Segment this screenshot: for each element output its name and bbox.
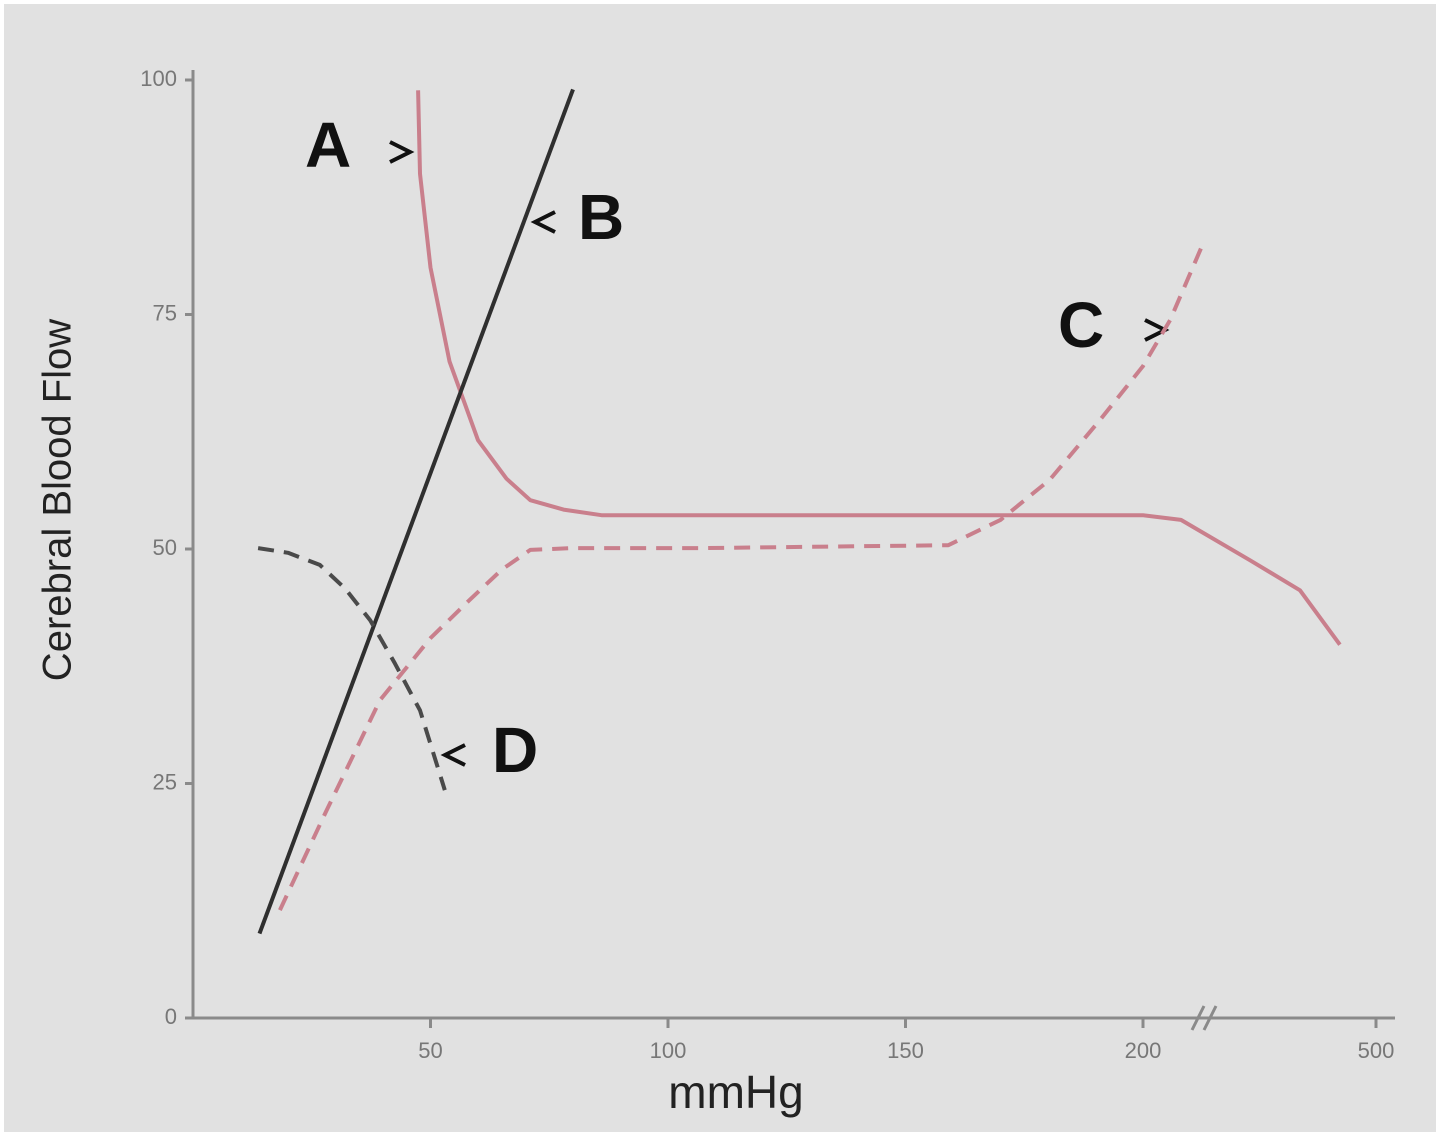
annotation-arrow (440, 743, 466, 767)
y-tick-label: 100 (140, 66, 177, 91)
x-tick-label: 200 (1125, 1038, 1162, 1063)
annotation-label: C (1058, 289, 1104, 361)
annotation-arrow (389, 140, 415, 164)
chart-background (4, 4, 1436, 1132)
annotation-label: A (305, 109, 351, 181)
line-series (278, 238, 1207, 911)
annotation-label: D (492, 714, 538, 786)
x-tick-label: 500 (1358, 1038, 1395, 1063)
y-tick-label: 25 (153, 769, 177, 794)
axis-break (1190, 1005, 1218, 1031)
y-tick-label: 50 (153, 535, 177, 560)
annotation-label: B (578, 181, 624, 253)
annotation-arrow (530, 210, 556, 234)
y-axis-label: Cerebral Blood Flow (36, 319, 80, 681)
y-tick-label: 75 (153, 300, 177, 325)
x-tick-label: 100 (650, 1038, 687, 1063)
line-series (416, 90, 1342, 646)
line-series (257, 88, 575, 935)
x-tick-label: 50 (418, 1038, 442, 1063)
y-tick-label: 0 (165, 1004, 177, 1029)
x-axis-label: mmHg (668, 1066, 803, 1118)
line-series (257, 546, 447, 791)
x-tick-label: 150 (887, 1038, 924, 1063)
